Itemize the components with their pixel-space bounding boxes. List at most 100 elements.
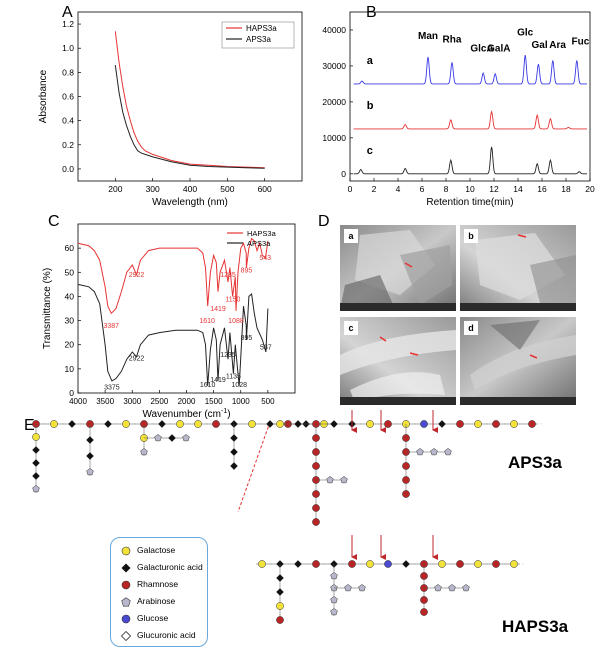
trace-a	[353, 55, 587, 85]
x-tick-label: 4000	[69, 397, 87, 406]
trace-label-b: b	[367, 100, 374, 112]
residue-P	[462, 584, 470, 592]
peak-annotation-black: 1419	[210, 377, 226, 384]
residue-R	[402, 434, 410, 442]
sem-image-b	[460, 225, 576, 311]
chart-a-uv-absorbance: 200 300 400 500 600 0.0 0.2 0.4 0.6 0.8 1.0 1.2 Wave…	[38, 11, 303, 208]
residue-R	[492, 420, 500, 428]
linkage-mark: ·	[342, 562, 344, 568]
peak-annotation-red: 1419	[210, 306, 226, 313]
linkage-mark: ·	[224, 422, 226, 428]
residue-G	[248, 420, 256, 428]
residue-R	[420, 572, 428, 580]
residue-G	[474, 560, 482, 568]
residue-G	[276, 602, 284, 610]
residue-P	[444, 448, 452, 456]
residue-P	[448, 584, 456, 592]
residue-R	[384, 420, 392, 428]
residue-R	[312, 504, 320, 512]
peak-label: Rha	[443, 35, 462, 46]
aps3a-label: APS3a	[508, 453, 562, 472]
peak-annotation-red: 2922	[129, 272, 145, 279]
linkage-mark: ·	[522, 422, 524, 428]
linkage-mark: ·	[378, 422, 380, 428]
sem-label-c: c	[344, 321, 358, 335]
residue-A	[32, 446, 40, 454]
linkage-mark: ·	[342, 422, 344, 428]
peak-label: Ara	[549, 40, 566, 51]
chart-b-chromatogram: 0 2 4 6 8 10 12 14 16 18 20 0 10000 20000 30000 40000 Re…	[322, 11, 595, 208]
y-tick-label: 20	[65, 340, 75, 350]
peak-label: GalA	[487, 44, 510, 55]
residue-P	[430, 448, 438, 456]
residue-P	[330, 596, 338, 604]
residue-G	[32, 433, 40, 441]
residue-L	[420, 420, 428, 428]
residue-R	[312, 490, 320, 498]
linkage-mark: ·	[288, 562, 290, 568]
residue-G	[122, 420, 130, 428]
residue-R	[456, 420, 464, 428]
residue-A	[294, 560, 302, 568]
peak-annotation-red: 1610	[199, 318, 215, 325]
panel-label-e: E	[24, 417, 35, 434]
residue-G	[194, 420, 202, 428]
haps3a-label: HAPS3a	[502, 617, 569, 636]
linkage-mark: ·	[80, 422, 82, 428]
residue-A	[32, 472, 40, 480]
x-tick-label: 3000	[123, 397, 141, 406]
x-tick-label: 2000	[178, 397, 196, 406]
peak-label: Fuc	[572, 36, 590, 47]
legend-row-glucose: Glucose	[121, 612, 168, 624]
y-tick-label: 0.0	[62, 164, 74, 174]
residue-G	[438, 560, 446, 568]
linkage-mark: ·	[134, 422, 136, 428]
residue-A	[330, 420, 338, 428]
residue-P	[330, 572, 338, 580]
residue-A	[68, 420, 76, 428]
panel-label-b: B	[366, 4, 377, 21]
linkage-mark: ·	[504, 422, 506, 428]
y-tick-label: 1.2	[62, 19, 74, 29]
plot-frame	[349, 11, 591, 182]
residue-G	[366, 560, 374, 568]
residue-P	[434, 584, 442, 592]
y-tick-label: 20000	[322, 97, 346, 107]
legend-label: HAPS3a	[246, 24, 277, 33]
x-tick-label: 20	[585, 184, 595, 194]
y-axis-title: Absorbance	[38, 69, 49, 123]
linkage-mark: ·	[206, 422, 208, 428]
x-tick-label: 16	[537, 184, 547, 194]
linkage-mark: ·	[468, 422, 470, 428]
residue-A	[158, 420, 166, 428]
trace-label-c: c	[367, 145, 373, 157]
x-tick-label: 2500	[150, 397, 168, 406]
x-tick-label: 8	[444, 184, 449, 194]
y-tick-label: 0.8	[62, 67, 74, 77]
x-tick-label: 12	[489, 184, 499, 194]
monosaccharide-legend: Galactose Galacturonic acid Rhamnose Ara…	[110, 537, 208, 647]
residue-A	[230, 434, 238, 442]
legend-row-galacturonic-acid: Galacturonic acid	[121, 561, 203, 573]
aps3a-structure: ································	[30, 410, 542, 560]
x-tick-label: 500	[220, 184, 234, 194]
residue-R	[402, 462, 410, 470]
residue-R	[456, 560, 464, 568]
residue-G	[510, 560, 518, 568]
peak-annotation-red: 3387	[103, 323, 119, 330]
x-tick-label: 600	[258, 184, 272, 194]
sem-mosaic	[340, 225, 576, 405]
peak-annotation-black: 895	[241, 335, 253, 342]
residue-R	[312, 434, 320, 442]
peak-annotation-black: 1135	[226, 374, 241, 381]
residue-R	[528, 420, 536, 428]
residue-R	[312, 462, 320, 470]
y-tick-label: 0.6	[62, 92, 74, 102]
y-tick-label: 30	[65, 316, 75, 326]
peak-annotation-black: 1610	[200, 382, 216, 389]
linkage-mark: ·	[540, 422, 542, 428]
sem-label-a: a	[344, 229, 358, 243]
y-tick-label: 1.0	[62, 43, 74, 53]
y-tick-label: 0.2	[62, 140, 74, 150]
series-line-HAPS3a	[114, 31, 265, 169]
